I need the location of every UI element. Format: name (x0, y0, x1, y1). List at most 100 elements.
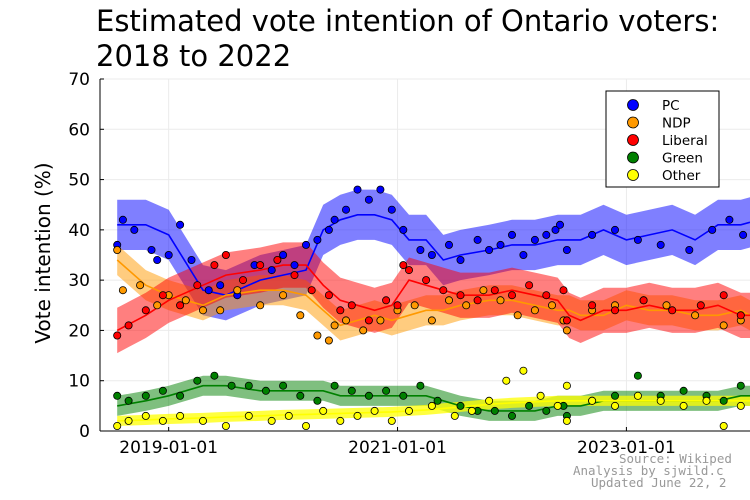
liberal-poll-point (193, 281, 202, 290)
ndp-poll-point (198, 306, 207, 315)
chart-title-line-1: Estimated vote intention of Ontario vote… (96, 4, 719, 38)
legend-marker-ndp (627, 116, 639, 129)
green-poll-point (124, 396, 133, 405)
other-poll-point (301, 421, 310, 430)
green-poll-point (490, 406, 499, 415)
annotation-line-3: Updated June 22, 2 (591, 475, 726, 490)
pc-poll-point (530, 235, 539, 244)
y-tick-label: 50 (68, 171, 90, 191)
ndp-poll-point (479, 286, 488, 295)
ndp-poll-point (330, 321, 339, 330)
uncertainty-bands (117, 189, 750, 426)
other-poll-point (702, 396, 711, 405)
other-poll-point (198, 416, 207, 425)
other-poll-point (176, 411, 185, 420)
pc-poll-point (588, 230, 597, 239)
liberal-poll-point (176, 301, 185, 310)
green-poll-point (296, 391, 305, 400)
green-poll-point (719, 396, 728, 405)
legend-marker-pc (627, 99, 639, 111)
liberal-poll-point (399, 261, 408, 270)
other-trend-line (117, 400, 750, 422)
liberal-poll-point (210, 261, 219, 270)
liberal-poll-point (439, 286, 448, 295)
pc-poll-point (685, 245, 694, 254)
pc-poll-point (444, 240, 453, 249)
tick-labels: 0 10 20 30 40 50 60 70 2019-01-01 2021-01-01 2023-… (68, 70, 675, 458)
liberal-poll-point (542, 291, 551, 300)
legend-marker-liberal (627, 134, 639, 146)
pc-poll-point (485, 245, 494, 254)
other-poll-point (244, 411, 253, 420)
source-annotation: Source: Wikiped Analysis by sjwild.c Upd… (573, 451, 732, 490)
legend-label-liberal: Liberal (662, 133, 708, 149)
liberal-poll-point (382, 296, 391, 305)
other-poll-point (502, 376, 511, 385)
ndp-poll-point (410, 301, 419, 310)
green-poll-point (244, 381, 253, 390)
pc-poll-point (279, 250, 288, 259)
other-poll-point (158, 416, 167, 425)
liberal-poll-point (456, 291, 465, 300)
pc-poll-point (456, 255, 465, 264)
pc-poll-point (130, 225, 139, 234)
ndp-poll-point (444, 296, 453, 305)
annotation-line-1: Source: Wikiped (619, 451, 732, 466)
pc-poll-point (562, 245, 571, 254)
other-poll-point (113, 421, 122, 430)
liberal-poll-point (324, 291, 333, 300)
green-poll-point (330, 381, 339, 390)
other-poll-point (319, 406, 328, 415)
other-poll-point (427, 401, 436, 410)
other-poll-point (284, 411, 293, 420)
y-tick-label: 20 (68, 321, 90, 341)
legend-marker-green (627, 151, 639, 164)
green-poll-point (176, 391, 185, 400)
pc-poll-point (611, 225, 620, 234)
green-poll-point (347, 386, 356, 395)
pc-poll-point (324, 225, 333, 234)
liberal-poll-point (404, 266, 413, 275)
other-poll-point (450, 411, 459, 420)
green-poll-point (382, 386, 391, 395)
liberal-poll-point (473, 296, 482, 305)
legend-box (605, 90, 720, 188)
green-poll-point (611, 391, 620, 400)
ndp-poll-point (313, 331, 322, 340)
liberal-poll-point (639, 296, 648, 305)
ndp-poll-point (118, 286, 127, 295)
liberal-poll-point (562, 316, 571, 325)
ndp-poll-point (462, 301, 471, 310)
other-poll-point (536, 391, 545, 400)
y-tick-label: 0 (79, 422, 90, 442)
liberal-poll-point (736, 311, 745, 320)
ndp-poll-point (513, 311, 522, 320)
other-poll-point (124, 416, 133, 425)
axes (99, 78, 750, 432)
y-tick-label: 30 (68, 271, 90, 291)
green-poll-point (261, 386, 270, 395)
ndp-poll-point (691, 311, 700, 320)
pc-poll-point (473, 235, 482, 244)
pc-poll-point (153, 255, 162, 264)
chart-title-line-2: 2018 to 2022 (96, 39, 291, 73)
liberal-poll-point (559, 286, 568, 295)
other-poll-point (588, 396, 597, 405)
liberal-poll-point (124, 321, 133, 330)
poll-points (113, 185, 748, 430)
other-poll-point (679, 401, 688, 410)
green-poll-point (433, 396, 442, 405)
green-poll-point (736, 381, 745, 390)
ndp-poll-point (548, 301, 557, 310)
liberal-poll-point (141, 306, 150, 315)
pc-poll-point (633, 235, 642, 244)
ndp-poll-point (324, 336, 333, 345)
pc-poll-point (708, 225, 717, 234)
pc-poll-point (739, 230, 748, 239)
other-poll-point (370, 406, 379, 415)
liberal-poll-point (158, 291, 167, 300)
other-poll-point (336, 416, 345, 425)
liberal-poll-point (490, 286, 499, 295)
green-poll-point (679, 386, 688, 395)
pc-poll-point (519, 250, 528, 259)
